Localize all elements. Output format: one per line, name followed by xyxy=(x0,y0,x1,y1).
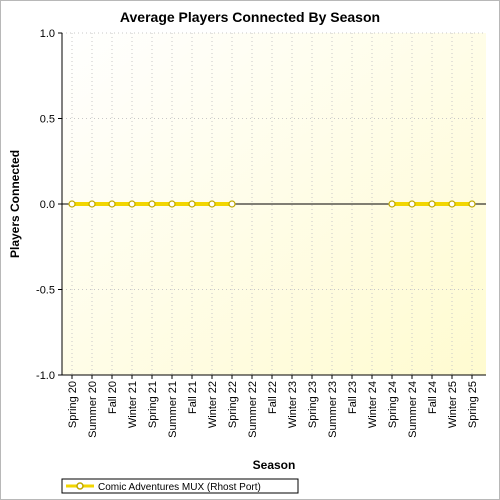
series-point xyxy=(88,200,96,208)
x-tick-label: Spring 23 xyxy=(307,381,319,428)
series-point xyxy=(468,200,476,208)
grid xyxy=(62,32,486,376)
series-point xyxy=(108,200,116,208)
x-tick-label: Fall 22 xyxy=(267,381,279,414)
x-tick-label: Winter 24 xyxy=(367,381,379,428)
legend-box xyxy=(61,478,299,494)
x-tick-label: Winter 22 xyxy=(207,381,219,428)
x-tick-label: Fall 23 xyxy=(347,381,359,414)
x-tick-label: Summer 22 xyxy=(247,381,259,438)
legend-label: Comic Adventures MUX (Rhost Port) xyxy=(98,482,261,493)
x-tick-labels: Spring 20 Summer 20 Fall 20 Winter 21 Spring… xyxy=(67,381,479,438)
series-point xyxy=(448,200,456,208)
series-point xyxy=(148,200,156,208)
x-tick-label: Spring 21 xyxy=(147,381,159,428)
x-tick-label: Spring 24 xyxy=(387,381,399,428)
legend: Comic Adventures MUX (Rhost Port) xyxy=(61,478,299,494)
axes xyxy=(58,32,486,379)
series-point xyxy=(128,200,136,208)
x-tick-label: Winter 25 xyxy=(447,381,459,428)
x-tick-label: Winter 21 xyxy=(127,381,139,428)
series-point xyxy=(428,200,436,208)
series-point xyxy=(408,200,416,208)
series-point xyxy=(208,200,216,208)
y-axis-title: Players Connected xyxy=(8,150,22,258)
y-tick-label: 1.0 xyxy=(40,28,55,40)
x-tick-label: Winter 23 xyxy=(287,381,299,428)
series-point xyxy=(188,200,196,208)
x-tick-label: Spring 20 xyxy=(67,381,79,428)
x-tick-label: Spring 22 xyxy=(227,381,239,428)
y-tick-label: 0.5 xyxy=(40,114,55,126)
x-tick-label: Fall 24 xyxy=(427,381,439,414)
x-tick-label: Summer 20 xyxy=(87,381,99,438)
series-point xyxy=(228,200,236,208)
x-tick-label: Summer 21 xyxy=(167,381,179,438)
series-point xyxy=(168,200,176,208)
series-layer xyxy=(68,200,476,208)
chart-title: Average Players Connected By Season xyxy=(120,9,380,25)
x-tick-label: Fall 21 xyxy=(187,381,199,414)
y-tick-label: -0.5 xyxy=(36,285,55,297)
series-point xyxy=(388,200,396,208)
y-tick-label: 0.0 xyxy=(40,199,55,211)
y-tick-labels: 1.0 0.5 0.0 -0.5 -1.0 xyxy=(36,28,55,382)
x-axis-title: Season xyxy=(253,458,296,472)
x-tick-label: Fall 20 xyxy=(107,381,119,414)
legend-swatch-marker xyxy=(76,482,84,490)
series-point xyxy=(68,200,76,208)
y-tick-label: -1.0 xyxy=(36,370,55,382)
x-tick-label: Summer 24 xyxy=(407,381,419,438)
x-tick-label: Spring 25 xyxy=(467,381,479,428)
x-tick-label: Summer 23 xyxy=(327,381,339,438)
